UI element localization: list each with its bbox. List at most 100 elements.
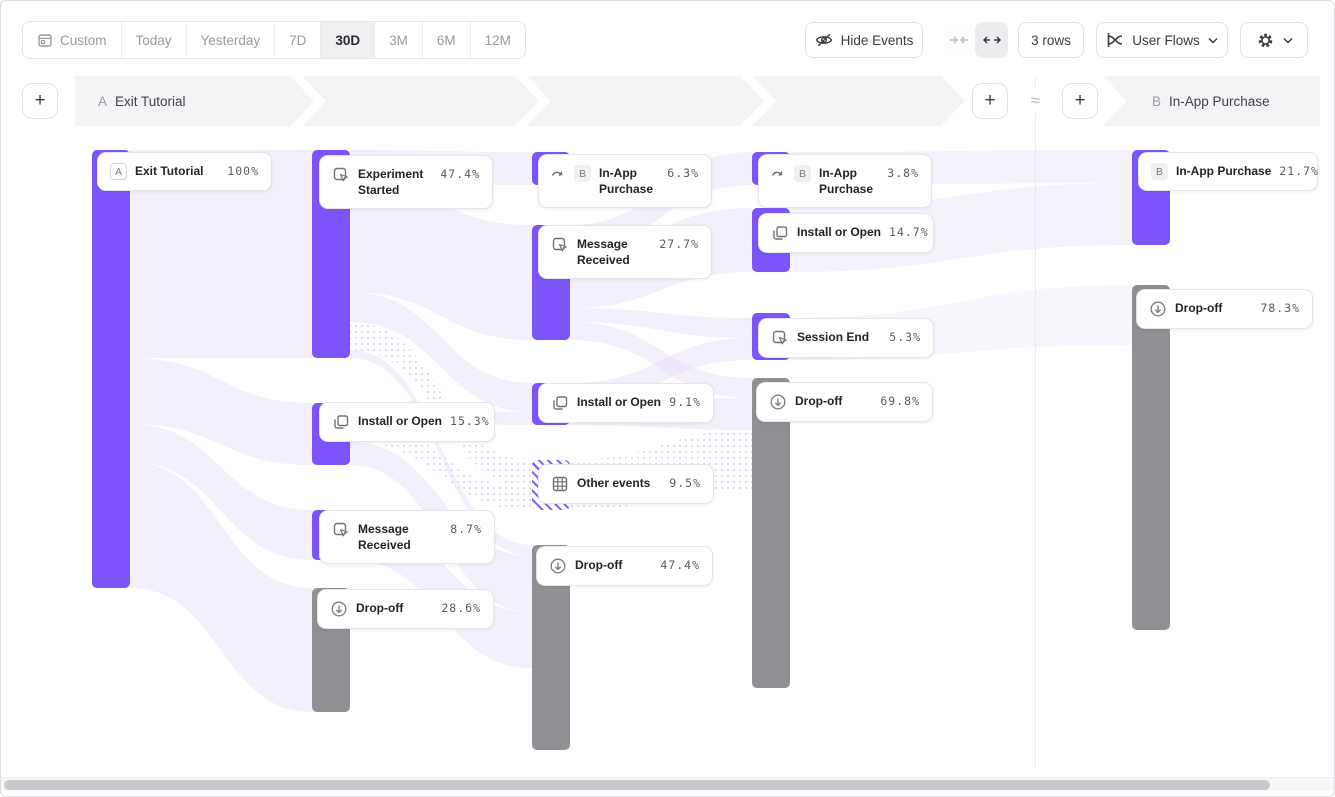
expand-columns-button[interactable] <box>975 22 1008 58</box>
expand-collapse-toggle <box>942 22 1008 58</box>
flow-b-step-band-1[interactable] <box>1103 76 1320 126</box>
copy-icon <box>771 224 789 242</box>
node-label: Session End <box>797 330 870 344</box>
bar-drop-off-3[interactable] <box>752 378 790 688</box>
event-icon <box>332 521 350 539</box>
copy-icon <box>551 394 569 412</box>
flow-b-header: B In-App Purchase <box>1152 76 1270 126</box>
node-card-drop-off-3[interactable]: Drop-off 69.8% <box>756 382 933 422</box>
node-card-message-received-2[interactable]: Message Received 27.7% <box>538 225 712 280</box>
horizontal-scrollbar-thumb[interactable] <box>4 780 1270 790</box>
date-range-selector: Custom Today Yesterday 7D 30D 3M 6M 12M <box>22 21 526 59</box>
node-percent: 47.4% <box>440 167 480 181</box>
chevron-down-icon <box>1208 37 1218 44</box>
user-flows-icon <box>1106 31 1124 49</box>
node-card-in-app-purchase-1[interactable]: B In-App Purchase 6.3% <box>538 154 712 209</box>
flow-a-step-band-3 <box>527 76 764 126</box>
add-step-left-button[interactable]: + <box>22 83 58 119</box>
plus-icon: + <box>34 90 46 111</box>
expand-arrows-icon <box>982 33 1002 47</box>
date-range-12m[interactable]: 12M <box>470 22 525 58</box>
eye-off-icon <box>815 31 833 49</box>
node-percent: 28.6% <box>441 601 481 615</box>
flow-b-badge: B <box>1152 93 1162 109</box>
node-label: Install or Open <box>577 395 662 409</box>
hide-events-button[interactable]: Hide Events <box>805 22 923 58</box>
node-percent: 100% <box>227 164 259 178</box>
collapse-arrows-icon <box>949 33 969 47</box>
jump-arrow-icon <box>771 165 786 180</box>
node-label: Install or Open <box>797 225 882 239</box>
node-card-experiment-started[interactable]: Experiment Started 47.4% <box>319 155 493 210</box>
bar-drop-off-b[interactable] <box>1132 285 1170 630</box>
node-label: Other events <box>577 476 651 490</box>
node-label: Message Received <box>577 237 630 268</box>
flow-a-badge: A <box>98 93 108 109</box>
date-range-today[interactable]: Today <box>121 22 187 58</box>
date-range-6m[interactable]: 6M <box>422 22 471 58</box>
node-percent: 9.5% <box>669 476 701 490</box>
date-range-3m[interactable]: 3M <box>375 22 423 58</box>
flow-b-badge: B <box>1151 163 1168 180</box>
node-label: Install or Open <box>358 414 443 428</box>
node-card-drop-off-2[interactable]: Drop-off 47.4% <box>536 546 713 586</box>
node-card-other-events[interactable]: Other events 9.5% <box>538 464 714 504</box>
toolbar: Custom Today Yesterday 7D 30D 3M 6M 12M … <box>0 0 1335 66</box>
drop-off-icon <box>549 557 567 575</box>
flow-a-step-band-1[interactable] <box>75 76 314 126</box>
gear-icon <box>1256 31 1275 50</box>
node-card-install-or-open-2[interactable]: Install or Open 9.1% <box>538 383 714 423</box>
date-range-30d[interactable]: 30D <box>321 22 376 58</box>
flow-b-title: In-App Purchase <box>1169 93 1270 109</box>
date-range-label: Custom <box>60 32 107 48</box>
node-percent: 6.3% <box>667 166 699 180</box>
date-range-label: Today <box>135 32 172 48</box>
node-card-install-or-open-3[interactable]: Install or Open 14.7% <box>758 213 934 253</box>
node-percent: 8.7% <box>450 522 482 536</box>
node-card-message-received-1[interactable]: Message Received 8.7% <box>319 510 495 565</box>
flow-a-step-band-2 <box>302 76 539 126</box>
bar-exit-tutorial[interactable] <box>92 150 130 588</box>
node-card-in-app-purchase-b[interactable]: B In-App Purchase 21.7% <box>1138 152 1318 191</box>
node-card-install-or-open-1[interactable]: Install or Open 15.3% <box>319 402 495 442</box>
node-label: In-App Purchase <box>1176 164 1272 178</box>
node-percent: 21.7% <box>1279 164 1319 178</box>
date-range-label: Yesterday <box>200 32 261 48</box>
add-step-a-right-button[interactable]: + <box>972 83 1008 119</box>
horizontal-scrollbar-track[interactable] <box>0 777 1335 791</box>
add-step-b-left-button[interactable]: + <box>1062 83 1098 119</box>
date-range-custom[interactable]: Custom <box>23 22 122 58</box>
view-selector-label: User Flows <box>1132 32 1200 48</box>
date-range-7d[interactable]: 7D <box>275 22 322 58</box>
node-card-exit-tutorial[interactable]: A Exit Tutorial 100% <box>97 152 272 191</box>
node-percent: 3.8% <box>887 166 919 180</box>
node-label: Experiment Started <box>358 167 424 198</box>
rows-button[interactable]: 3 rows <box>1018 22 1084 58</box>
flow-a-step-band-4 <box>752 76 965 126</box>
event-icon <box>551 236 569 254</box>
approx-symbol: ≈ <box>1023 88 1048 113</box>
collapse-columns-button[interactable] <box>942 22 975 58</box>
flow-a-header: A Exit Tutorial <box>98 76 186 126</box>
node-percent: 15.3% <box>450 414 490 428</box>
node-card-drop-off-b[interactable]: Drop-off 78.3% <box>1136 289 1313 329</box>
flow-a-badge: A <box>110 163 127 180</box>
node-percent: 78.3% <box>1260 301 1300 315</box>
node-card-session-end[interactable]: Session End 5.3% <box>758 318 934 358</box>
date-range-label: 6M <box>436 32 456 48</box>
flow-b-badge: B <box>574 165 591 182</box>
event-icon <box>771 329 789 347</box>
settings-dropdown[interactable] <box>1240 22 1308 58</box>
node-card-in-app-purchase-2[interactable]: B In-App Purchase 3.8% <box>758 154 932 209</box>
rows-label: 3 rows <box>1031 32 1071 48</box>
node-label: Drop-off <box>795 394 843 408</box>
chevron-down-icon <box>1282 37 1293 44</box>
node-label: In-App Purchase <box>599 166 654 197</box>
grid-icon <box>551 475 569 493</box>
event-icon <box>332 166 350 184</box>
view-selector-dropdown[interactable]: User Flows <box>1096 22 1228 58</box>
node-percent: 14.7% <box>889 225 929 239</box>
date-range-label: 3M <box>389 32 408 48</box>
date-range-yesterday[interactable]: Yesterday <box>186 22 276 58</box>
node-card-drop-off-1[interactable]: Drop-off 28.6% <box>317 589 494 629</box>
